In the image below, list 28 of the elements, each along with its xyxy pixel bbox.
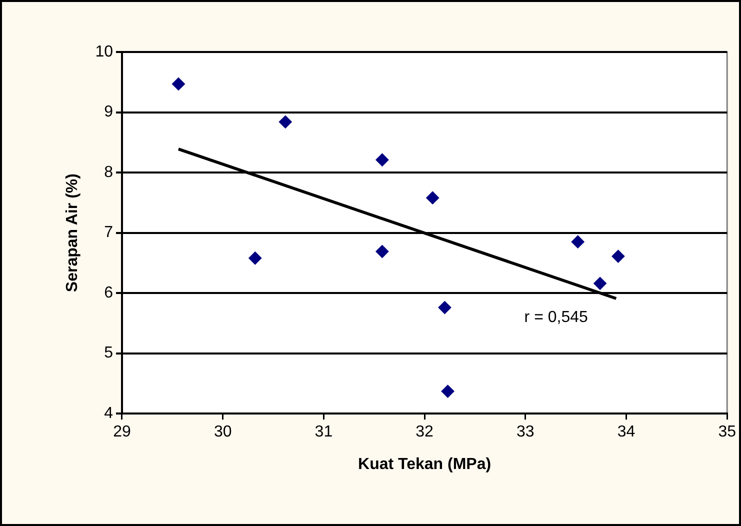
y-tick-label: 8 xyxy=(104,164,114,181)
x-tick-label: 29 xyxy=(113,424,131,441)
x-tick-label: 30 xyxy=(214,424,232,441)
point xyxy=(278,115,292,128)
point xyxy=(376,244,389,258)
y-axis-title: Serapan Air (%) xyxy=(64,174,82,292)
point xyxy=(438,301,452,314)
x-tick-label: 31 xyxy=(314,424,333,441)
x-tick-label: 34 xyxy=(617,424,636,441)
y-tick-label: 5 xyxy=(104,344,114,362)
point xyxy=(612,250,625,263)
y-tick-label: 4 xyxy=(104,405,114,422)
x-tick-label: 35 xyxy=(718,424,736,441)
x-tick-label: 33 xyxy=(516,424,534,441)
point xyxy=(426,191,440,204)
y-tick-label: 9 xyxy=(104,104,114,121)
point xyxy=(571,235,584,248)
point xyxy=(172,77,185,90)
point xyxy=(441,384,454,398)
y-tick-label: 7 xyxy=(104,224,114,242)
x-axis-title: Kuat Tekan (MPa) xyxy=(358,456,492,473)
y-tick-label: 10 xyxy=(95,43,114,60)
y-tick-label: 6 xyxy=(104,284,114,302)
point xyxy=(594,276,607,290)
point xyxy=(376,153,389,166)
point xyxy=(248,252,262,265)
annotation: r = 0,545 xyxy=(524,309,588,326)
x-tick-label: 32 xyxy=(416,424,434,441)
